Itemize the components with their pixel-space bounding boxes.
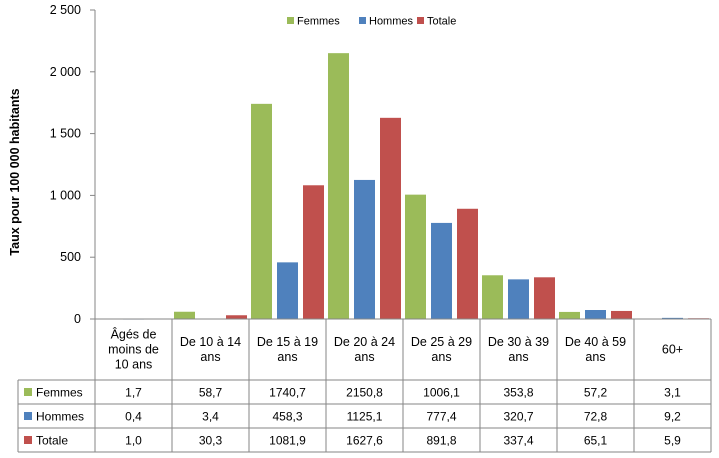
table-cell-value: 3,1 xyxy=(664,386,681,400)
bar-femmes xyxy=(482,275,503,319)
table-cell-value: 1125,1 xyxy=(347,410,383,424)
y-tick-label: 0 xyxy=(74,312,81,326)
table-cell-value: 65,1 xyxy=(584,434,608,448)
legend-swatch-femmes xyxy=(287,17,294,24)
table-cell-value: 353,8 xyxy=(503,386,533,400)
table-legend-key-femmes xyxy=(24,388,32,396)
y-tick-label: 1 500 xyxy=(50,127,81,141)
x-category-label: ans xyxy=(431,350,451,364)
x-category-label: ans xyxy=(200,350,220,364)
bar-hommes xyxy=(508,279,529,319)
table-cell-value: 0,4 xyxy=(125,410,142,424)
bar-femmes xyxy=(174,311,195,319)
table-cell-value: 1740,7 xyxy=(269,386,306,400)
legend-label-femmes: Femmes xyxy=(297,16,340,28)
bar-totale xyxy=(380,117,401,319)
bar-totale xyxy=(303,185,324,319)
legend-swatch-totale xyxy=(417,17,424,24)
table-cell-value: 458,3 xyxy=(272,410,302,424)
x-category-label: 60+ xyxy=(662,343,683,357)
table-legend-key-totale xyxy=(24,436,32,444)
bar-hommes xyxy=(662,317,683,319)
y-axis-label: Taux pour 100 000 habitants xyxy=(8,88,22,255)
table-cell-value: 2150,8 xyxy=(346,386,383,400)
table-cell-value: 1627,6 xyxy=(346,434,383,448)
bar-totale xyxy=(226,315,247,319)
table-cell-value: 5,9 xyxy=(664,434,681,448)
x-category-label: De 30 à 39 xyxy=(488,335,549,349)
table-legend-key-hommes xyxy=(24,412,32,420)
bar-hommes xyxy=(277,262,298,319)
x-category-label: moins de xyxy=(108,343,159,357)
legend-label-totale: Totale xyxy=(427,16,456,28)
table-cell-value: 57,2 xyxy=(584,386,608,400)
table-cell-value: 1081,9 xyxy=(269,434,306,448)
table-cell-value: 777,4 xyxy=(426,410,456,424)
x-category-label: De 20 à 24 xyxy=(334,335,395,349)
table-cell-value: 337,4 xyxy=(503,434,533,448)
x-category-label: De 25 à 29 xyxy=(411,335,472,349)
table-row-label: Totale xyxy=(36,434,68,448)
x-category-label: 10 ans xyxy=(115,358,153,372)
table-row-label: Hommes xyxy=(36,410,84,424)
bar-totale xyxy=(611,310,632,319)
legend-label-hommes: Hommes xyxy=(369,16,414,28)
x-category-label: ans xyxy=(354,350,374,364)
y-tick-label: 2 500 xyxy=(50,3,81,17)
y-tick-label: 1 000 xyxy=(50,188,81,202)
x-category-label: De 40 à 59 xyxy=(565,335,626,349)
y-tick-label: 500 xyxy=(60,250,81,264)
bar-totale xyxy=(534,277,555,319)
x-category-label: Âgés de xyxy=(111,327,157,342)
bar-femmes xyxy=(251,103,272,319)
x-category-label: De 10 à 14 xyxy=(180,335,241,349)
y-tick-label: 2 000 xyxy=(50,65,81,79)
bar-femmes xyxy=(559,311,580,319)
x-category-label: ans xyxy=(585,350,605,364)
table-row-label: Femmes xyxy=(36,386,83,400)
table-cell-value: 1006,1 xyxy=(423,386,460,400)
table-cell-value: 1,0 xyxy=(125,434,142,448)
x-category-label: ans xyxy=(508,350,528,364)
table-cell-value: 30,3 xyxy=(199,434,223,448)
bar-femmes xyxy=(405,194,426,319)
table-cell-value: 320,7 xyxy=(503,410,533,424)
x-category-label: De 15 à 19 xyxy=(257,335,318,349)
table-cell-value: 891,8 xyxy=(426,434,456,448)
bar-hommes xyxy=(585,310,606,319)
legend-swatch-hommes xyxy=(359,17,366,24)
table-cell-value: 1,7 xyxy=(125,386,142,400)
bar-hommes xyxy=(431,222,452,319)
x-category-label: ans xyxy=(277,350,297,364)
bar-hommes xyxy=(354,179,375,319)
table-cell-value: 58,7 xyxy=(199,386,223,400)
table-cell-value: 9,2 xyxy=(664,410,681,424)
table-cell-value: 72,8 xyxy=(584,410,608,424)
bar-femmes xyxy=(328,53,349,319)
table-cell-value: 3,4 xyxy=(202,410,219,424)
bar-totale xyxy=(457,208,478,319)
